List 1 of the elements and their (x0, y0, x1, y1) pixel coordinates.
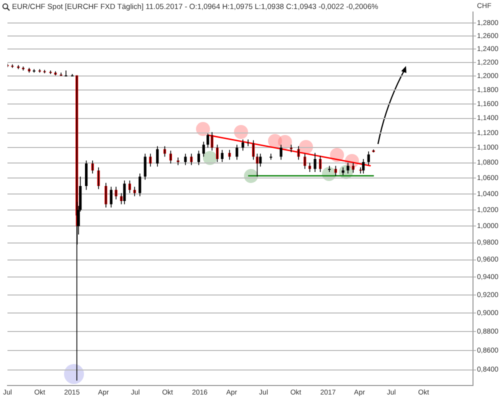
candlestick (64, 70, 68, 76)
